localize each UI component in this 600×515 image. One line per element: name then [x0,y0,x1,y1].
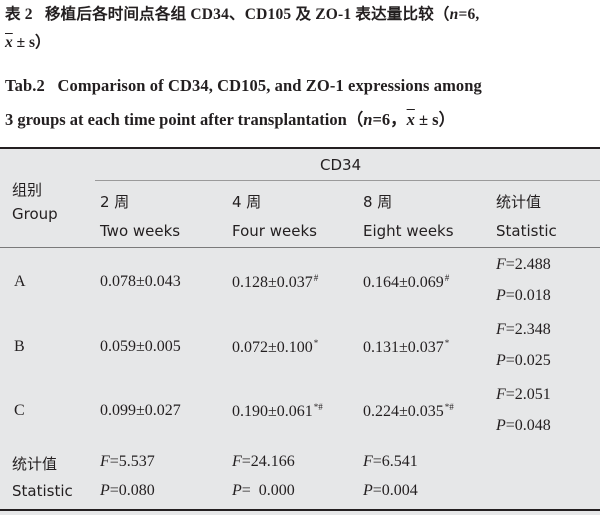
table-cell-b-f: F=2.348 [496,321,551,339]
col-8w-cn: 8 周 [363,193,393,211]
caption-cn-tail: =6, [458,6,480,23]
caption-cn-label: 表 2 [5,6,33,23]
table-cell-a-p: P=0.018 [496,287,551,305]
sup-mark: # [444,273,450,283]
caption-cn-xbar: x [5,34,13,51]
p-value: =0.018 [505,287,551,304]
table-row-group-c: C [14,402,25,419]
stat-f-4w: F=24.166 [232,453,295,471]
table-cell-b-p: P=0.025 [496,352,551,370]
col-stat-cn: 统计值 [496,193,542,211]
caption-cn-line2: x ± s） [5,30,51,52]
table-cell-b-8w: 0.131±0.037* [363,338,449,357]
p-label: P [363,482,373,499]
f-label: F [496,321,506,338]
f-value: =2.348 [505,321,551,338]
table-cell-a-2w: 0.078±0.043 [100,273,181,290]
header-bottom-rule [0,247,600,248]
p-label: P [496,417,506,434]
caption-cn-pm: ± s） [12,34,51,51]
f-label: F [100,453,110,470]
table-bottom-rule [0,509,600,511]
value: 0.072±0.100 [232,339,313,356]
f-value: =2.051 [505,386,551,403]
p-value: =0.080 [109,482,155,499]
caption-en-n: n [363,110,373,129]
caption-en-line2: 3 groups at each time point after transp… [5,106,455,130]
sup-mark: # [313,273,319,283]
caption-cn-text: 移植后各时间点各组 CD34、CD105 及 ZO-1 表达量比较（ [44,6,450,23]
caption-en-xbar: x [406,110,415,129]
stat-f-2w: F=5.537 [100,453,155,471]
caption-en-label: Tab.2 [5,76,45,95]
p-label: P [496,352,506,369]
table-row-group-b: B [14,338,25,355]
p-label: P [100,482,110,499]
stat-row-label-en: Statistic [12,482,73,500]
col-4w-en: Four weeks [232,222,317,240]
caption-en-line1: Tab.2 Comparison of CD34, CD105, and ZO-… [5,76,482,96]
f-value: =24.166 [241,453,295,470]
table-cell-c-8w: 0.224±0.035*# [363,402,454,421]
p-value: =0.025 [505,352,551,369]
col-8w-en: Eight weeks [363,222,454,240]
table-cell-c-p: P=0.048 [496,417,551,435]
f-label: F [496,386,506,403]
table-cell-c-2w: 0.099±0.027 [100,402,181,419]
col-4w-cn: 4 周 [232,193,262,211]
table-cell-b-4w: 0.072±0.100* [232,338,318,357]
f-label: F [232,453,242,470]
f-value: =6.541 [372,453,418,470]
stat-p-4w: P= 0.000 [232,482,295,500]
table-cell-a-4w: 0.128±0.037# [232,273,318,292]
group-header-cn: 组别 [12,181,43,199]
stat-p-2w: P=0.080 [100,482,155,500]
value: 0.164±0.069 [363,274,444,291]
table-top-rule [0,147,600,149]
caption-cn-n: n [449,6,459,23]
value: 0.128±0.037 [232,274,313,291]
caption-en-text2: 3 groups at each time point after transp… [5,110,364,129]
table-cell-c-4w: 0.190±0.061*# [232,402,323,421]
table-cell-b-2w: 0.059±0.005 [100,338,181,355]
col-2w-cn: 2 周 [100,193,130,211]
table-cell-a-f: F=2.488 [496,256,551,274]
f-value: =5.537 [109,453,155,470]
col-2w-en: Two weeks [100,222,181,240]
f-value: =2.488 [505,256,551,273]
value: 0.190±0.061 [232,403,313,420]
p-value: = 0.000 [241,482,295,499]
stat-p-8w: P=0.004 [363,482,418,500]
value: 0.224±0.035 [363,403,444,420]
p-value: =0.048 [505,417,551,434]
sup-mark: * [313,338,319,348]
f-label: F [496,256,506,273]
caption-en-tail: ± s） [414,110,456,129]
table-cell-a-8w: 0.164±0.069# [363,273,449,292]
p-value: =0.004 [372,482,418,499]
sup-mark: *# [313,402,323,412]
p-label: P [496,287,506,304]
sup-mark: * [444,338,450,348]
caption-en-text: Comparison of CD34, CD105, and ZO-1 expr… [57,76,482,95]
data-table [0,147,600,515]
col-stat-en: Statistic [496,222,557,240]
caption-en-mid: =6， [372,110,407,129]
header-sub-rule [95,180,600,181]
group-header-en: Group [12,205,58,223]
stat-row-label-cn: 统计值 [12,455,58,473]
stat-f-8w: F=6.541 [363,453,418,471]
p-label: P [232,482,242,499]
caption-cn-line1: 表 2 移植后各时间点各组 CD34、CD105 及 ZO-1 表达量比较（n=… [5,2,480,24]
cd34-header: CD34 [320,156,362,174]
value: 0.131±0.037 [363,339,444,356]
sup-mark: *# [444,402,454,412]
f-label: F [363,453,373,470]
table-cell-c-f: F=2.051 [496,386,551,404]
table-row-group-a: A [14,273,26,290]
